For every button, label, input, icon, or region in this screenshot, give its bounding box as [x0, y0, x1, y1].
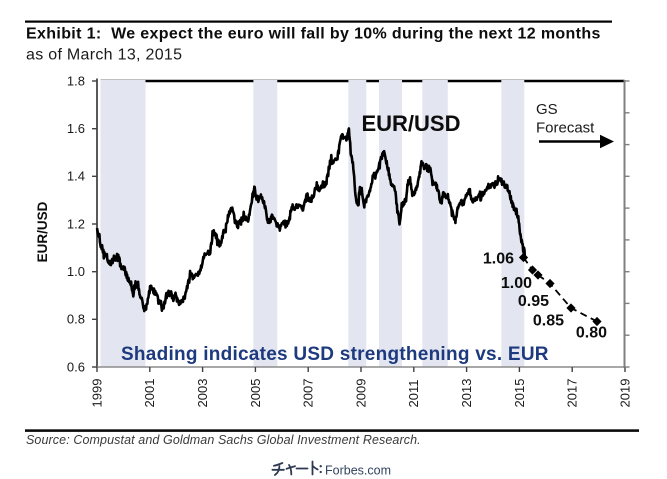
svg-text:Shading indicates USD strength: Shading indicates USD strengthening vs. … — [121, 344, 549, 365]
svg-text:EUR/USD: EUR/USD — [35, 201, 50, 262]
svg-text:2007: 2007 — [301, 379, 316, 408]
svg-text:EUR/USD: EUR/USD — [361, 111, 460, 136]
svg-text:1.06: 1.06 — [483, 251, 514, 268]
svg-text:0.85: 0.85 — [533, 313, 564, 330]
svg-text:2017: 2017 — [565, 379, 580, 408]
svg-text:GS: GS — [536, 101, 558, 118]
svg-text:0.8: 0.8 — [67, 312, 85, 327]
svg-text:Source: Compustat and Goldman: Source: Compustat and Goldman Sachs Glob… — [26, 433, 421, 447]
svg-text:1.2: 1.2 — [67, 216, 85, 231]
svg-text:2013: 2013 — [459, 379, 474, 408]
svg-text:Exhibit 1: We expect the euro: Exhibit 1: We expect the euro will fall … — [26, 26, 601, 43]
svg-text:2003: 2003 — [195, 379, 210, 408]
svg-text:Forecast: Forecast — [536, 120, 595, 137]
svg-text:Forbes.com: Forbes.com — [325, 464, 391, 478]
svg-text:1.6: 1.6 — [67, 121, 85, 136]
svg-text:0.80: 0.80 — [576, 325, 607, 342]
svg-text:0.6: 0.6 — [67, 359, 85, 374]
svg-text:1.0: 1.0 — [67, 264, 85, 279]
svg-text:1999: 1999 — [89, 379, 104, 408]
svg-text:2019: 2019 — [617, 379, 632, 408]
svg-text:1.00: 1.00 — [501, 275, 532, 292]
svg-text:2011: 2011 — [406, 380, 421, 408]
svg-text:0.95: 0.95 — [518, 293, 549, 310]
svg-text:as of March 13, 2015: as of March 13, 2015 — [26, 47, 182, 64]
svg-text:2009: 2009 — [353, 379, 368, 408]
svg-text:2001: 2001 — [142, 379, 157, 408]
svg-text:2005: 2005 — [248, 379, 263, 408]
svg-text:1.8: 1.8 — [67, 73, 85, 88]
svg-text:1.4: 1.4 — [67, 169, 85, 184]
svg-text:2015: 2015 — [512, 379, 527, 408]
